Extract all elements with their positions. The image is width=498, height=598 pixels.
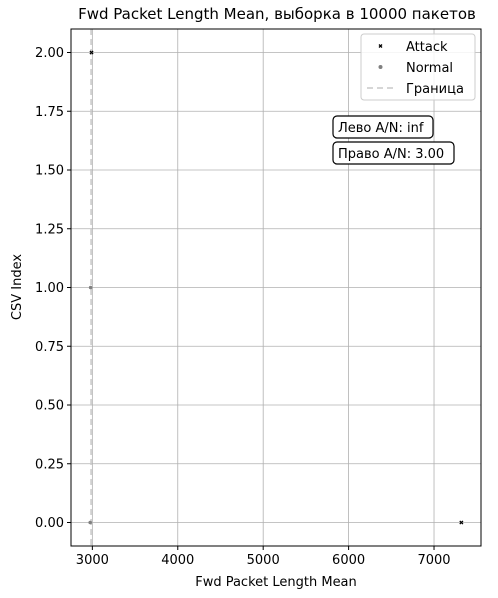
normal-point <box>88 285 93 290</box>
attack-point <box>89 50 94 55</box>
x-tick-label: 4000 <box>161 553 194 568</box>
y-tick-label: 0.00 <box>35 516 64 531</box>
x-tick-label: 6000 <box>332 553 365 568</box>
x-tick-label: 7000 <box>417 553 450 568</box>
y-tick-label: 2.00 <box>35 46 64 61</box>
chart-title: Fwd Packet Length Mean, выборка в 10000 … <box>78 5 476 23</box>
legend-attack-marker <box>378 44 383 48</box>
attack-point-stroke <box>89 50 94 55</box>
legend-normal-marker <box>378 65 383 69</box>
attack-point <box>459 520 464 525</box>
annotation-left: Лево A/N: inf <box>332 115 434 139</box>
points-layer <box>88 50 464 525</box>
legend-normal-label: Normal <box>406 61 453 76</box>
x-axis-label: Fwd Packet Length Mean <box>195 575 357 590</box>
y-tick-label: 1.25 <box>35 222 64 237</box>
x-ticks: 3000 4000 5000 6000 7000 <box>76 546 451 568</box>
legend-attack-label: Attack <box>406 40 448 55</box>
grid <box>71 29 481 546</box>
y-tick-label: 0.50 <box>35 399 64 414</box>
x-tick-label: 5000 <box>247 553 280 568</box>
annotation-left-text: Лево A/N: inf <box>338 121 424 136</box>
annotation-right-text: Право A/N: 3.00 <box>338 147 444 162</box>
y-tick-label: 1.75 <box>35 105 64 120</box>
y-tick-label: 1.00 <box>35 281 64 296</box>
legend-boundary-label: Граница <box>406 82 464 97</box>
legend-box <box>360 33 476 101</box>
y-tick-label: 0.75 <box>35 340 64 355</box>
x-tick-label: 3000 <box>76 553 109 568</box>
y-tick-label: 1.50 <box>35 164 64 179</box>
normal-point <box>88 520 93 525</box>
y-axis-label: CSV Index <box>10 254 25 320</box>
y-tick-label: 0.25 <box>35 457 64 472</box>
attack-point-stroke <box>459 520 464 525</box>
annotation-right: Право A/N: 3.00 <box>332 141 455 165</box>
y-ticks: 0.00 0.25 0.50 0.75 1.00 1.25 1.50 1.75 2.00 <box>35 46 71 531</box>
legend: Attack Normal Граница <box>360 33 476 101</box>
